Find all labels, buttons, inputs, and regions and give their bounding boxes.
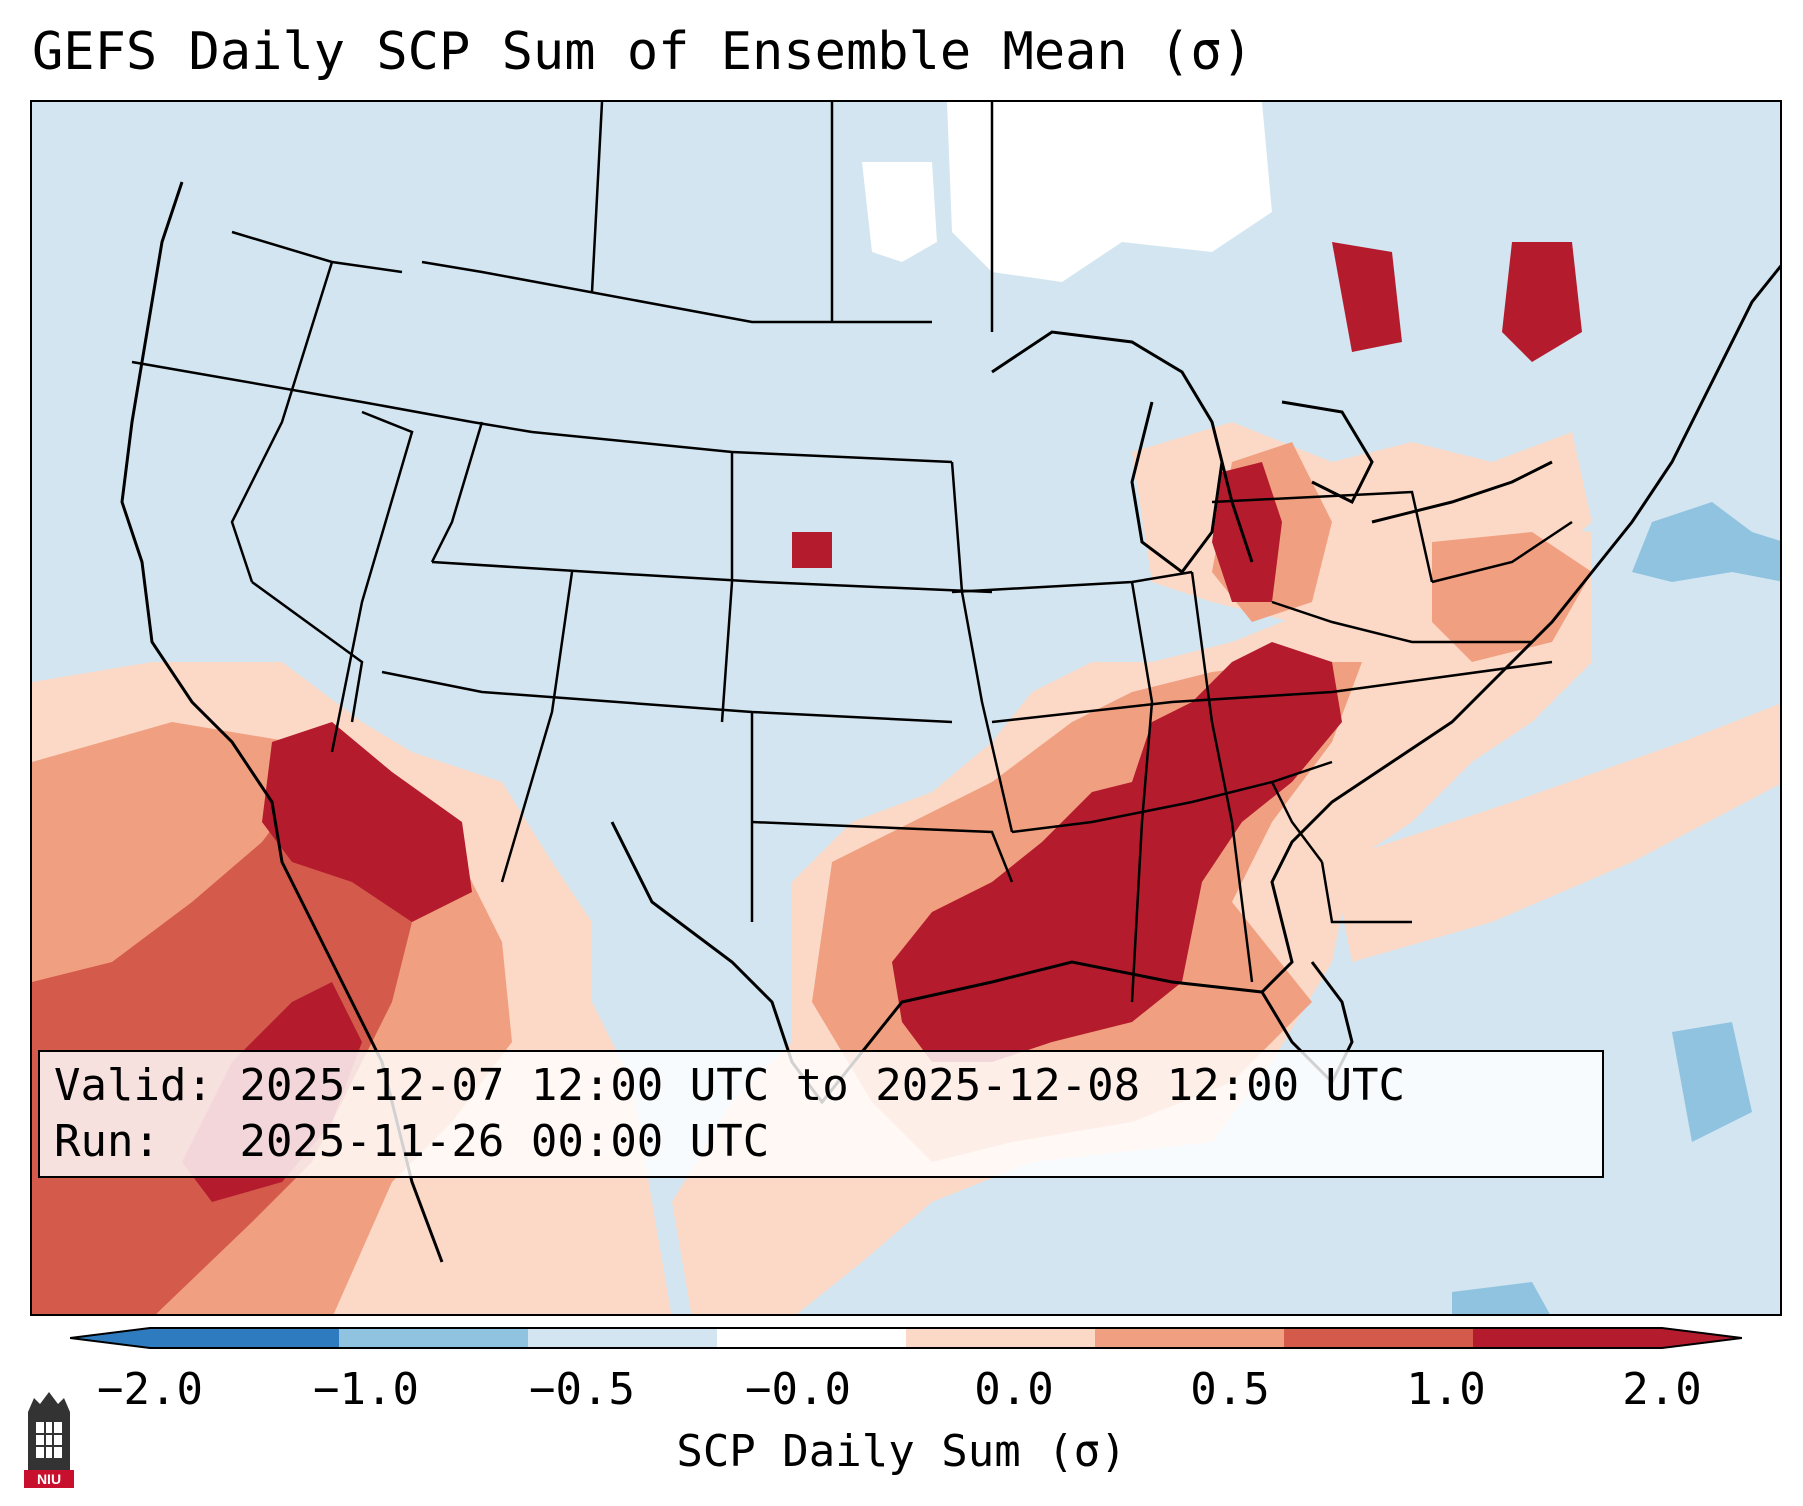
logo-text: NIU: [37, 1471, 61, 1487]
field-neg-cuba: [1452, 1282, 1550, 1314]
field-neg-atlantic: [1632, 502, 1780, 582]
run-label: Run:: [54, 1116, 160, 1167]
chart-title: GEFS Daily SCP Sum of Ensemble Mean (σ): [32, 22, 1253, 82]
colorbar-segment: [1095, 1328, 1285, 1348]
field-max-quebec-2: [1502, 242, 1582, 362]
colorbar-segment: [717, 1328, 907, 1348]
niu-tower-logo-icon: NIU: [24, 1392, 74, 1488]
field-light-atlantic: [1332, 703, 1780, 962]
colorbar-tick-label: 1.0: [1406, 1364, 1486, 1415]
colorbar-segment: [528, 1328, 718, 1348]
colorbar-tick-label: −2.0: [97, 1364, 203, 1415]
colorbar-segments: [150, 1328, 1663, 1348]
field-mid-midatlantic: [1432, 532, 1592, 662]
colorbar-label: SCP Daily Sum (σ): [676, 1426, 1127, 1477]
colorbar-outline: [70, 1327, 1742, 1349]
valid-run-infobox: Valid: 2025-12-07 12:00 UTC to 2025-12-0…: [38, 1050, 1604, 1178]
valid-range: 2025-12-07 12:00 UTC to 2025-12-08 12:00…: [239, 1060, 1406, 1111]
colorbar-segment: [150, 1328, 340, 1348]
field-max-quebec: [1332, 242, 1402, 352]
field-neg-caribbean: [1672, 1022, 1752, 1142]
white-patch-canada: [947, 102, 1272, 282]
run-time: 2025-11-26 00:00 UTC: [239, 1116, 770, 1167]
colorbar-tick-label: −0.0: [745, 1364, 851, 1415]
colorbar: [70, 1327, 1742, 1349]
colorbar-extend-low: [70, 1328, 150, 1348]
colorbar-segment: [339, 1328, 529, 1348]
state-borders: [131, 102, 1573, 1003]
field-max-southeast: [892, 642, 1342, 1062]
field-max-arizona: [262, 722, 472, 922]
field-max-nebraska: [792, 532, 832, 568]
colorbar-tick-label: 2.0: [1622, 1364, 1702, 1415]
colorbar-tick-label: 0.0: [974, 1364, 1054, 1415]
colorbar-extend-high: [1662, 1328, 1742, 1348]
colorbar-tick-label: 0.5: [1190, 1364, 1270, 1415]
colorbar-tick-label: −1.0: [313, 1364, 419, 1415]
colorbar-segment: [1473, 1328, 1663, 1348]
colorbar-segment: [906, 1328, 1096, 1348]
valid-label: Valid:: [54, 1060, 213, 1111]
white-patch-canada-2: [862, 162, 937, 262]
colorbar-tick-label: −0.5: [529, 1364, 635, 1415]
colorbar-segment: [1284, 1328, 1474, 1348]
